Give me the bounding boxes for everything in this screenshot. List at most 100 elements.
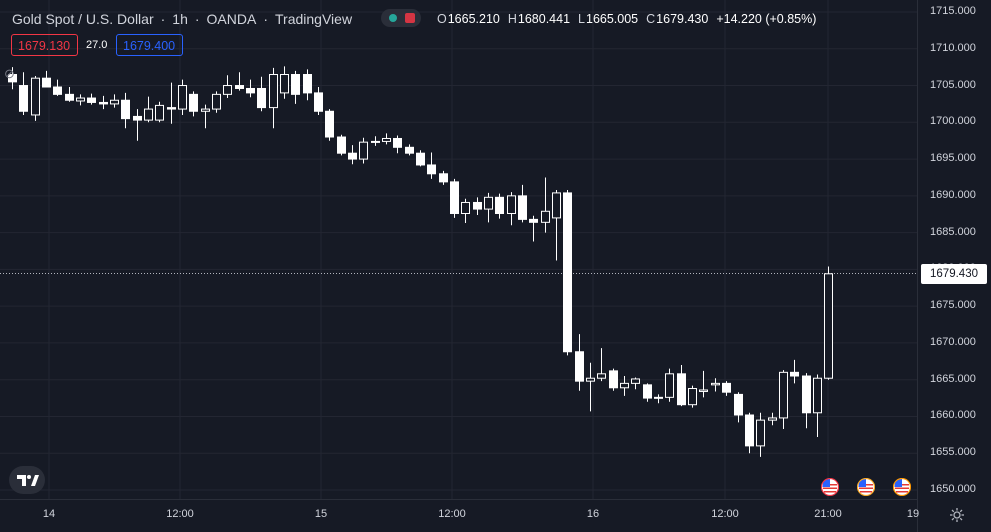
candle-body-up <box>461 201 470 214</box>
candle <box>734 392 743 423</box>
candle <box>280 66 289 99</box>
candle-body-down <box>291 74 300 95</box>
candle <box>53 79 62 96</box>
candle <box>688 385 697 408</box>
candle-body-up <box>768 417 777 421</box>
candle-body-down <box>133 115 142 121</box>
candle <box>155 101 164 123</box>
broker-name: OANDA <box>206 11 257 27</box>
candle <box>31 75 40 121</box>
interval[interactable]: 1h <box>172 11 188 27</box>
candle <box>246 79 255 98</box>
candle <box>654 394 663 404</box>
candle-body-down <box>473 201 482 210</box>
candle-body-down <box>189 93 198 112</box>
candle-body-up <box>688 388 697 406</box>
candle-body-up <box>699 389 708 392</box>
candle-body-down <box>518 195 527 220</box>
candle <box>133 109 142 141</box>
candle-body-down <box>734 393 743 416</box>
candle-body-down <box>609 370 618 389</box>
candle <box>597 348 606 382</box>
candle <box>824 266 833 380</box>
candle-body-up <box>597 373 606 379</box>
price-tick-label: 1695.000 <box>930 152 976 165</box>
candle-body-down <box>393 137 402 148</box>
candle <box>8 67 17 90</box>
ohlc-values: O 1665.210 H 1680.441 L 1665.005 C 1679.430 … <box>437 9 824 29</box>
candle <box>257 76 266 112</box>
candle <box>427 152 436 179</box>
candle-body-up <box>371 140 380 143</box>
time-tick-label: 19 <box>906 508 920 520</box>
price-tick-label: 1685.000 <box>930 225 976 238</box>
candle-body-up <box>110 99 119 105</box>
time-tick-label: 12:00 <box>438 508 466 520</box>
candle-body-up <box>178 85 187 110</box>
candle-body-down <box>257 87 266 109</box>
candle-body-up <box>824 273 833 379</box>
candle <box>813 374 822 438</box>
candle <box>631 377 640 390</box>
status-square-icon <box>405 13 415 23</box>
candle <box>359 137 368 164</box>
candle-body-up <box>507 195 516 214</box>
us-flag-icon[interactable] <box>820 477 840 497</box>
grid-lines <box>0 0 917 499</box>
candle-body-up <box>31 77 40 116</box>
symbol-name[interactable]: Gold Spot / U.S. Dollar <box>12 11 154 27</box>
candle <box>99 95 108 110</box>
market-status-toggle[interactable] <box>381 9 421 27</box>
us-flag-icon[interactable] <box>856 477 876 497</box>
candle-body-down <box>416 152 425 166</box>
candle-body-up <box>382 137 391 142</box>
candle-body-down <box>643 384 652 399</box>
candle-body-down <box>121 99 130 120</box>
drawing-visibility-icon[interactable]: ⊘ <box>4 66 15 81</box>
candle <box>42 70 51 88</box>
candle <box>541 177 550 233</box>
candle-body-down <box>246 87 255 94</box>
candle <box>76 94 85 106</box>
spread-value: 27.0 <box>86 39 108 51</box>
us-flag-icon[interactable] <box>892 477 912 497</box>
price-tick-label: 1690.000 <box>930 188 976 201</box>
candle-body-down <box>790 371 799 377</box>
candle <box>575 334 584 391</box>
candle <box>518 184 527 223</box>
time-tick-label: 16 <box>586 508 600 520</box>
candle <box>201 104 210 129</box>
settings-gear-icon[interactable] <box>949 507 965 523</box>
candle-body-up <box>779 371 788 419</box>
candle <box>393 135 402 154</box>
candle-body-down <box>325 110 334 138</box>
price-tick-label: 1665.000 <box>930 372 976 385</box>
candle <box>665 368 674 402</box>
candle <box>212 91 221 113</box>
candle-body-down <box>802 375 811 414</box>
chart-header: Gold Spot / U.S. Dollar · 1h · OANDA · T… <box>12 11 353 27</box>
time-tick-label: 14 <box>42 508 56 520</box>
candle-body-down <box>314 92 323 112</box>
candle-body-up <box>813 377 822 414</box>
candle <box>586 362 595 412</box>
candle-body-down <box>42 77 51 88</box>
candle <box>371 136 380 146</box>
candle <box>609 368 618 391</box>
time-tick-label: 12:00 <box>711 508 739 520</box>
candle-body-down <box>348 152 357 160</box>
tradingview-logo-icon[interactable] <box>9 466 45 494</box>
candle-body-down <box>8 74 17 83</box>
candle <box>484 192 493 223</box>
sell-price-button[interactable]: 1679.130 <box>11 34 78 56</box>
candle-body-up <box>756 419 765 447</box>
candle-body-down <box>745 414 754 447</box>
price-tick-label: 1715.000 <box>930 5 976 17</box>
price-tick-label: 1700.000 <box>930 115 976 128</box>
price-tick-label: 1675.000 <box>930 299 976 312</box>
candle <box>722 381 731 396</box>
candle-body-down <box>167 107 176 110</box>
last-price-label: 1679.430 <box>921 264 987 284</box>
buy-price-button[interactable]: 1679.400 <box>116 34 183 56</box>
